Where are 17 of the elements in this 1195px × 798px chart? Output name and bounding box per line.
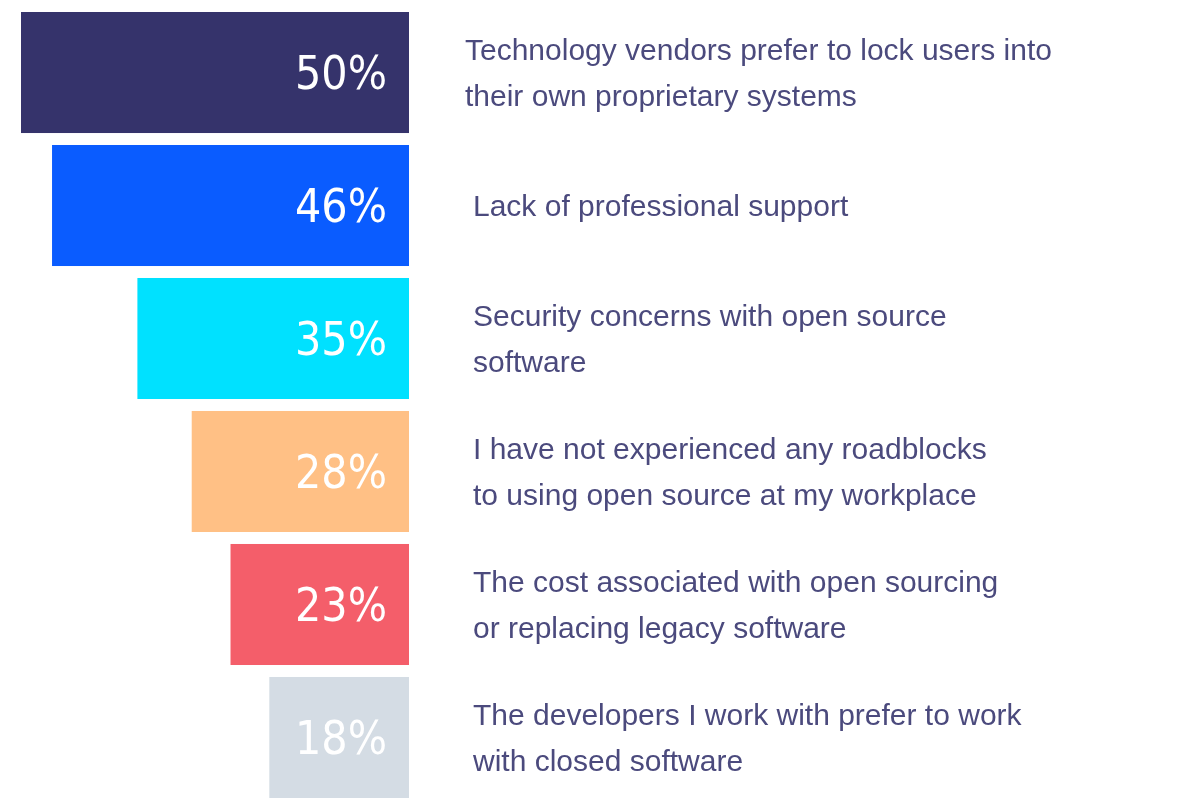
bar xyxy=(52,145,409,267)
data-label: 46% xyxy=(295,178,387,233)
y-tick-label: I have not experienced any roadblocks to using open source at my workplace xyxy=(473,432,987,511)
bar xyxy=(137,277,409,400)
y-tick-label: The developers I work with prefer to work with closed software xyxy=(472,697,1023,777)
y-tick-label: The cost associated with open sourcing or replacing legacy software xyxy=(473,564,999,644)
bar xyxy=(21,12,409,134)
data-label: 35% xyxy=(295,311,387,366)
y-tick-label: Lack of professional support xyxy=(473,189,849,223)
y-tick-label: Security concerns with open source software xyxy=(473,299,947,378)
bar xyxy=(230,543,409,666)
data-label: 28% xyxy=(295,444,387,499)
bar xyxy=(191,410,409,533)
y-tick-label: Technology vendors prefer to lock users into their own proprietary systems xyxy=(465,33,1052,113)
data-label: 23% xyxy=(295,577,387,632)
bar xyxy=(269,676,409,798)
data-label: 50% xyxy=(295,45,387,100)
